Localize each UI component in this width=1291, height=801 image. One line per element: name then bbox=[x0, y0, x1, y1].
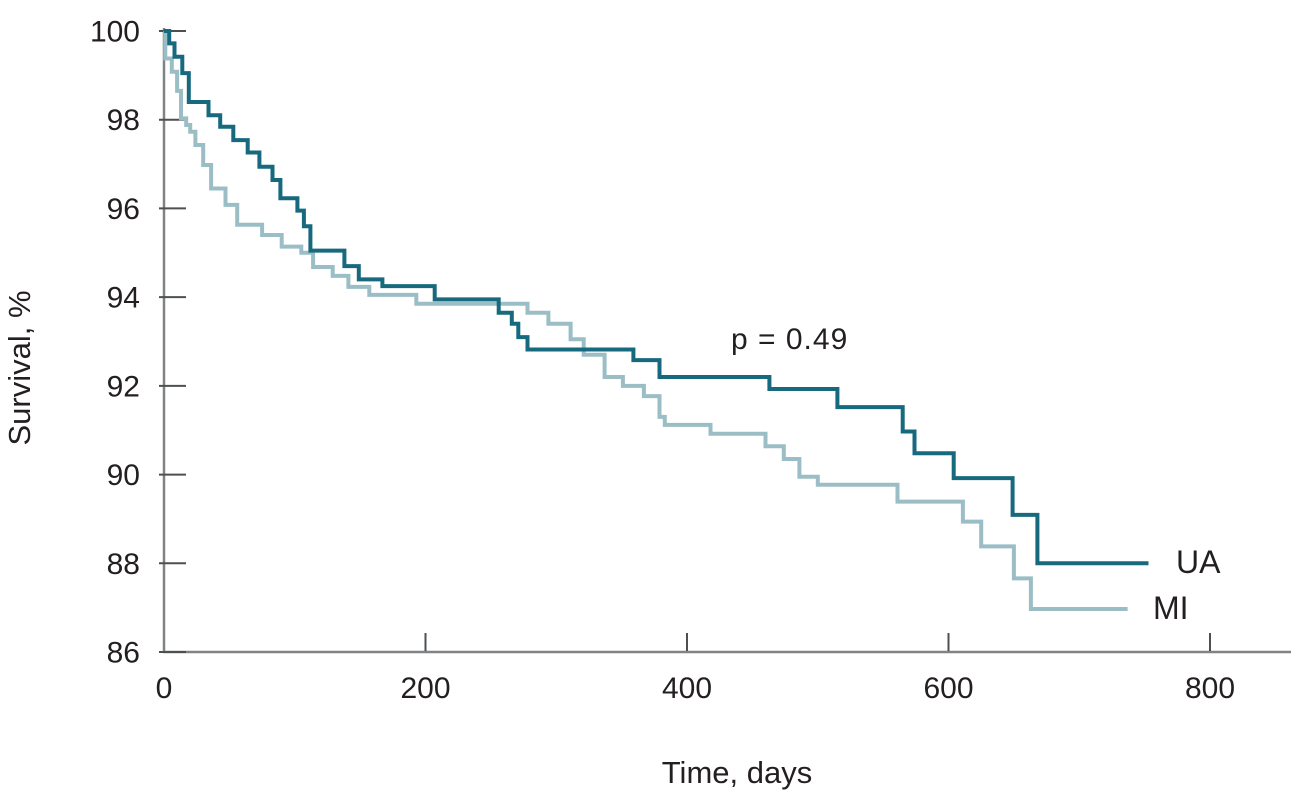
series-label-mi: MI bbox=[1153, 590, 1189, 626]
x-tick-label: 600 bbox=[923, 672, 973, 705]
y-tick-label: 100 bbox=[90, 16, 140, 49]
y-tick-label: 88 bbox=[107, 548, 140, 581]
y-tick-label: 90 bbox=[107, 459, 140, 492]
chart-layer: 86 88 90 92 94 96 98 100 0 200 400 600 800 bbox=[90, 16, 1291, 705]
x-tick-label: 200 bbox=[400, 672, 450, 705]
y-tick-label: 98 bbox=[107, 104, 140, 137]
y-tick-label: 96 bbox=[107, 193, 140, 226]
x-tick-label: 0 bbox=[156, 672, 173, 705]
x-tick-label: 800 bbox=[1185, 672, 1235, 705]
y-axis-title: Survival, % bbox=[2, 290, 37, 445]
series-label-ua: UA bbox=[1176, 544, 1221, 580]
p-value-annotation: p = 0.49 bbox=[731, 323, 848, 356]
y-tick-label: 86 bbox=[107, 636, 140, 669]
y-tick-label: 92 bbox=[107, 370, 140, 403]
x-tick-label: 400 bbox=[662, 672, 712, 705]
x-axis-title: Time, days bbox=[662, 755, 812, 790]
y-tick-label: 94 bbox=[107, 282, 140, 315]
ua-survival-curve bbox=[164, 29, 1149, 566]
mi-survival-curve bbox=[163, 29, 1128, 611]
